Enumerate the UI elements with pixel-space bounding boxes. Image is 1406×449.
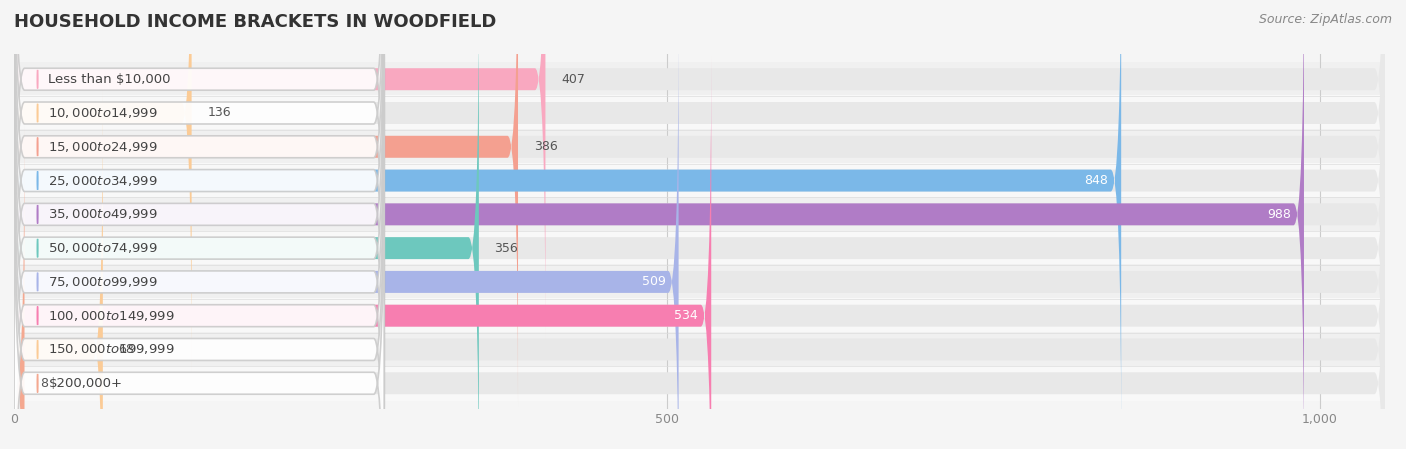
Text: 386: 386 — [534, 140, 557, 153]
FancyBboxPatch shape — [14, 90, 384, 449]
FancyBboxPatch shape — [14, 22, 679, 449]
Text: $200,000+: $200,000+ — [48, 377, 122, 390]
FancyBboxPatch shape — [14, 0, 384, 440]
Bar — [14, 197, 1385, 232]
FancyBboxPatch shape — [14, 22, 384, 449]
Bar — [14, 332, 1385, 367]
Bar — [14, 230, 1385, 266]
FancyBboxPatch shape — [14, 0, 384, 339]
Text: 8: 8 — [41, 377, 48, 390]
FancyBboxPatch shape — [14, 0, 384, 449]
Text: 68: 68 — [118, 343, 135, 356]
Text: 848: 848 — [1084, 174, 1108, 187]
FancyBboxPatch shape — [14, 0, 1385, 406]
FancyBboxPatch shape — [14, 0, 1121, 440]
Text: 509: 509 — [641, 275, 665, 288]
Bar — [14, 298, 1385, 333]
FancyBboxPatch shape — [14, 0, 1385, 440]
Text: 136: 136 — [207, 106, 231, 119]
FancyBboxPatch shape — [14, 57, 1385, 449]
FancyBboxPatch shape — [14, 0, 1385, 449]
FancyBboxPatch shape — [14, 0, 191, 372]
FancyBboxPatch shape — [14, 0, 1303, 449]
Text: $150,000 to $199,999: $150,000 to $199,999 — [48, 343, 174, 357]
Text: $100,000 to $149,999: $100,000 to $149,999 — [48, 309, 174, 323]
Bar — [14, 264, 1385, 299]
Text: $10,000 to $14,999: $10,000 to $14,999 — [48, 106, 157, 120]
FancyBboxPatch shape — [14, 57, 711, 449]
Bar — [14, 62, 1385, 97]
Bar — [14, 365, 1385, 401]
Text: Less than $10,000: Less than $10,000 — [48, 73, 172, 86]
FancyBboxPatch shape — [14, 0, 517, 406]
Text: 407: 407 — [561, 73, 585, 86]
FancyBboxPatch shape — [14, 0, 1385, 372]
FancyBboxPatch shape — [14, 90, 103, 449]
Text: HOUSEHOLD INCOME BRACKETS IN WOODFIELD: HOUSEHOLD INCOME BRACKETS IN WOODFIELD — [14, 13, 496, 31]
FancyBboxPatch shape — [14, 0, 546, 339]
Text: $35,000 to $49,999: $35,000 to $49,999 — [48, 207, 157, 221]
Text: $25,000 to $34,999: $25,000 to $34,999 — [48, 174, 157, 188]
Text: 534: 534 — [675, 309, 699, 322]
FancyBboxPatch shape — [14, 57, 384, 449]
FancyBboxPatch shape — [14, 124, 384, 449]
FancyBboxPatch shape — [14, 0, 384, 449]
Text: Source: ZipAtlas.com: Source: ZipAtlas.com — [1258, 13, 1392, 26]
Bar — [14, 129, 1385, 164]
Bar — [14, 96, 1385, 131]
FancyBboxPatch shape — [14, 22, 1385, 449]
FancyBboxPatch shape — [14, 124, 24, 449]
Bar — [14, 163, 1385, 198]
FancyBboxPatch shape — [14, 90, 1385, 449]
Text: $75,000 to $99,999: $75,000 to $99,999 — [48, 275, 157, 289]
FancyBboxPatch shape — [14, 0, 384, 406]
FancyBboxPatch shape — [14, 124, 1385, 449]
Text: $15,000 to $24,999: $15,000 to $24,999 — [48, 140, 157, 154]
Text: 988: 988 — [1267, 208, 1291, 221]
Text: 356: 356 — [495, 242, 519, 255]
FancyBboxPatch shape — [14, 0, 479, 449]
Text: $50,000 to $74,999: $50,000 to $74,999 — [48, 241, 157, 255]
FancyBboxPatch shape — [14, 0, 1385, 339]
FancyBboxPatch shape — [14, 0, 1385, 449]
FancyBboxPatch shape — [14, 0, 384, 372]
